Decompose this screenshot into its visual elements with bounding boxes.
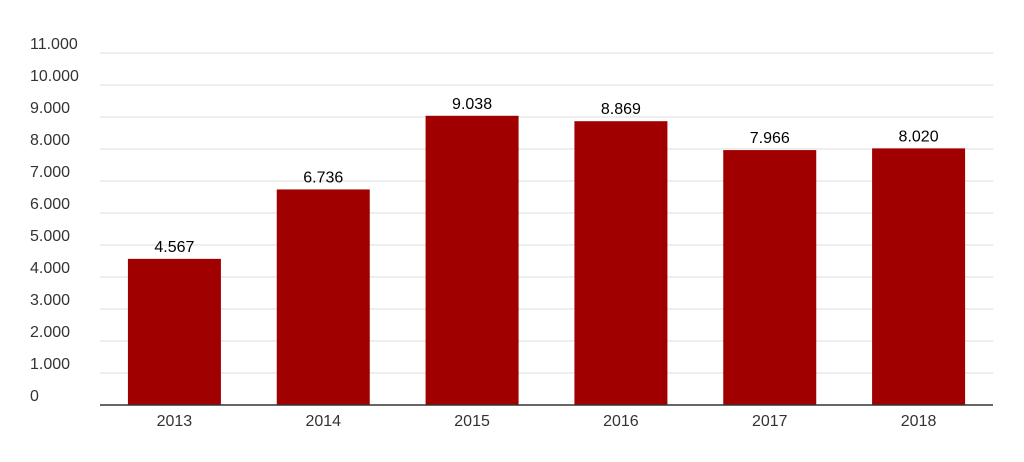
y-axis-ticks: 0 1.000 2.000 3.000 4.000 5.000 6.000 7.000 8.00…: [30, 36, 79, 405]
y-tick-label: 8.000: [30, 132, 70, 149]
data-label: 9.038: [452, 96, 492, 113]
y-tick-label: 6.000: [30, 196, 70, 213]
y-tick-label: 11.000: [30, 36, 78, 53]
data-label: 6.736: [303, 169, 343, 186]
data-label: 8.869: [601, 101, 641, 118]
x-tick-label: 2015: [454, 413, 490, 430]
x-tick-label: 2014: [305, 413, 341, 430]
bar-2016: [574, 121, 668, 405]
y-tick-label: 3.000: [30, 292, 70, 309]
y-tick-label: 7.000: [30, 164, 70, 181]
data-label: 4.567: [154, 239, 194, 256]
y-tick-label: 0: [30, 388, 39, 405]
y-tick-label: 1.000: [30, 356, 70, 373]
bars: [127, 115, 966, 406]
x-tick-label: 2013: [157, 413, 193, 430]
x-tick-label: 2017: [752, 413, 788, 430]
data-label: 8.020: [899, 128, 939, 145]
bar-2015: [425, 115, 519, 405]
data-labels: 4.567 6.736 9.038 8.869 7.966 8.020: [154, 96, 938, 256]
y-tick-label: 4.000: [30, 260, 70, 277]
x-tick-label: 2016: [603, 413, 639, 430]
y-tick-label: 10.000: [30, 68, 79, 85]
x-axis-ticks: 2013 2014 2015 2016 2017 2018: [157, 413, 937, 430]
gridlines: [100, 52, 993, 374]
y-tick-label: 9.000: [30, 100, 70, 117]
bar-2014: [276, 189, 370, 405]
bar-2018: [872, 148, 966, 406]
x-tick-label: 2018: [901, 413, 937, 430]
data-label: 7.966: [750, 130, 790, 147]
y-tick-label: 2.000: [30, 324, 70, 341]
y-tick-label: 5.000: [30, 228, 70, 245]
bar-2013: [127, 258, 221, 405]
bar-2017: [723, 150, 817, 405]
